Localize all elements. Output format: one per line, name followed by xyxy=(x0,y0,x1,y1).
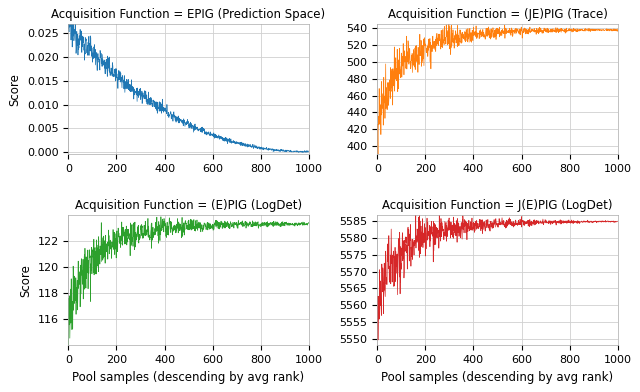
Title: Acquisition Function = (E)PIG (LogDet): Acquisition Function = (E)PIG (LogDet) xyxy=(75,199,302,212)
X-axis label: Pool samples (descending by avg rank): Pool samples (descending by avg rank) xyxy=(72,371,305,384)
Title: Acquisition Function = J(E)PIG (LogDet): Acquisition Function = J(E)PIG (LogDet) xyxy=(382,199,612,212)
Title: Acquisition Function = EPIG (Prediction Space): Acquisition Function = EPIG (Prediction … xyxy=(51,8,326,21)
Title: Acquisition Function = (JE)PIG (Trace): Acquisition Function = (JE)PIG (Trace) xyxy=(388,8,607,21)
Y-axis label: Score: Score xyxy=(8,73,21,105)
X-axis label: Pool samples (descending by avg rank): Pool samples (descending by avg rank) xyxy=(381,371,614,384)
Y-axis label: Score: Score xyxy=(19,264,32,296)
